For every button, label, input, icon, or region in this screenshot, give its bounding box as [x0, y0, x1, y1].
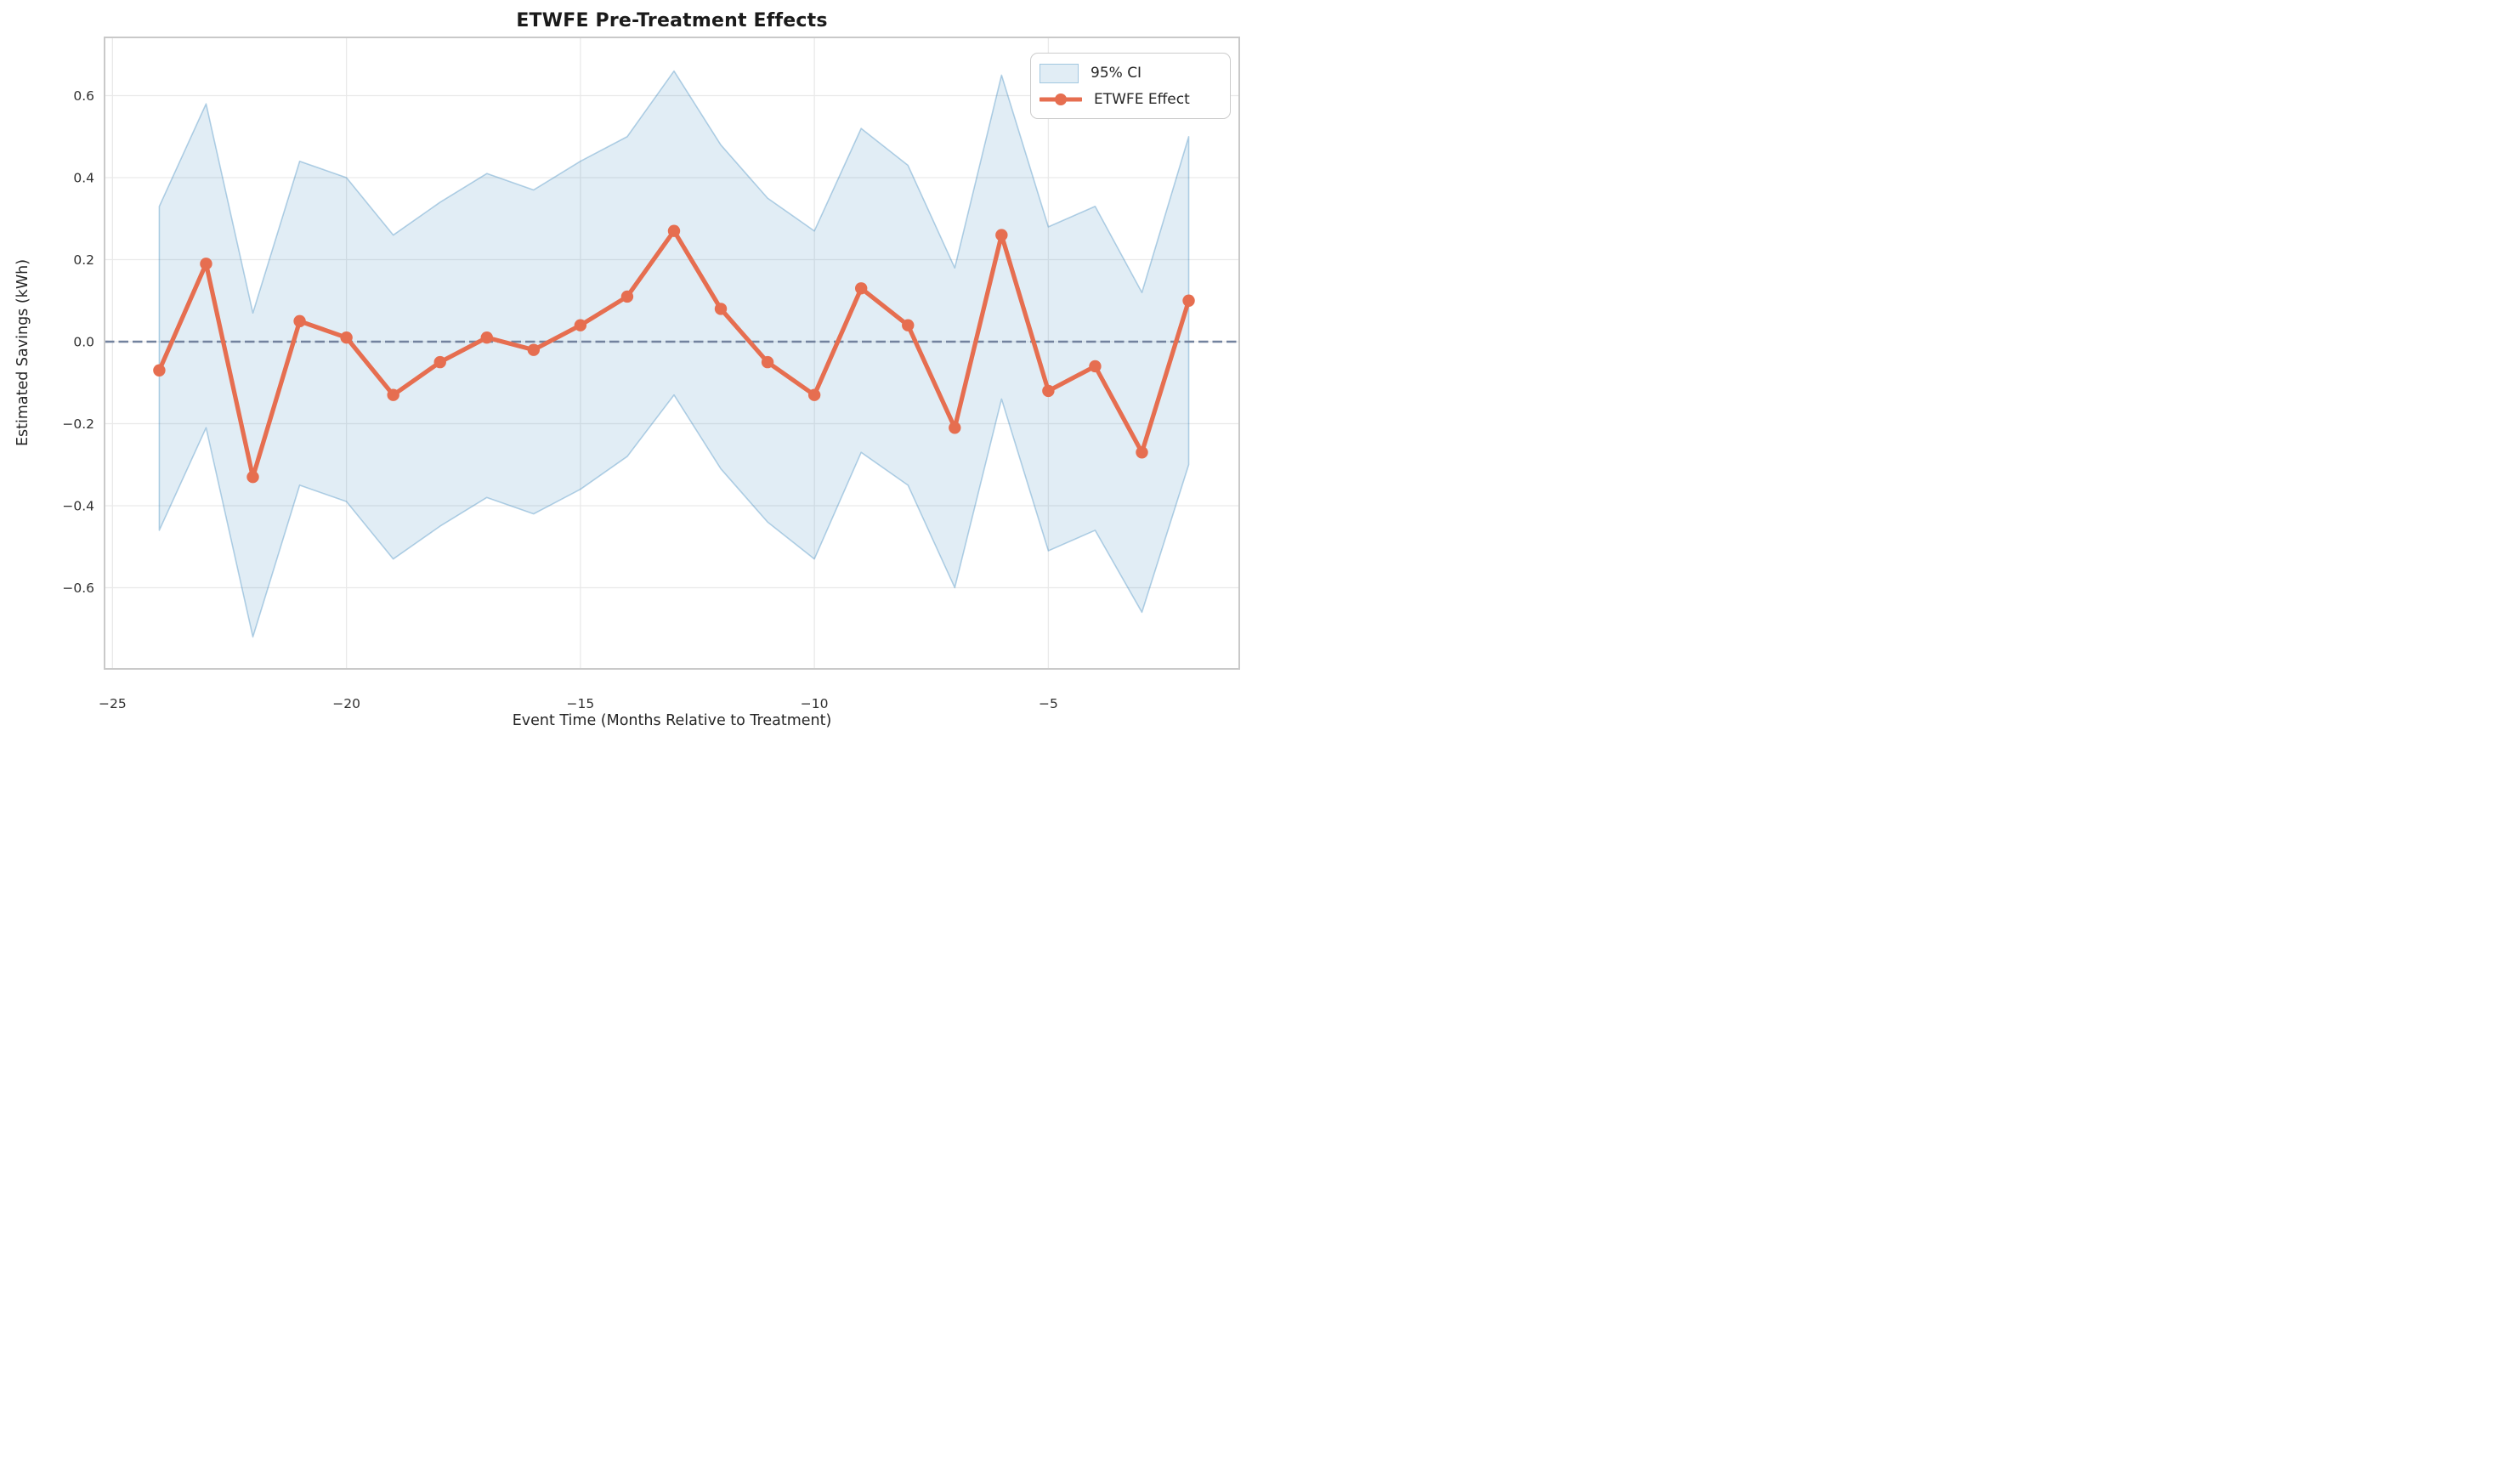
data-point-marker: [574, 319, 587, 331]
data-point-marker: [153, 364, 166, 377]
etwfe-chart-canvas: 0.6 0.4 0.2 0.0 −0.2 −0.4 −0.6 −25 −20 −15 −10 −5: [62, 37, 1240, 711]
y-tick-label: 0.0: [73, 334, 94, 349]
data-point-marker: [761, 355, 774, 369]
x-tick-label: −25: [99, 696, 127, 711]
y-tick-label: −0.2: [62, 416, 94, 432]
data-point-marker: [667, 224, 681, 237]
legend-item-effect: ETWFE Effect: [1040, 91, 1223, 108]
legend-label-effect: ETWFE Effect: [1094, 91, 1190, 109]
data-point-marker: [1089, 360, 1102, 373]
data-point-marker: [949, 422, 961, 434]
y-tick-label: −0.4: [62, 498, 94, 513]
y-tick-label: 0.6: [73, 88, 94, 104]
data-point-marker: [433, 355, 446, 369]
legend-item-ci: 95% CI: [1040, 63, 1223, 83]
data-point-marker: [620, 290, 634, 303]
data-point-marker: [902, 319, 915, 331]
effect-line-swatch: [1040, 93, 1082, 106]
x-tick-label: −5: [1039, 696, 1058, 711]
data-point-marker: [293, 314, 306, 328]
data-point-marker: [340, 331, 353, 344]
data-point-marker: [854, 282, 868, 295]
data-point-marker: [480, 331, 493, 344]
ci-band: [158, 70, 1190, 638]
x-tick-label: −20: [332, 696, 360, 711]
data-point-marker: [1182, 294, 1195, 307]
x-axis-label: Event Time (Months Relative to Treatment…: [512, 712, 832, 729]
axes-spines: [104, 37, 1240, 670]
y-tick-label: −0.6: [62, 581, 94, 596]
chart-title: ETWFE Pre-Treatment Effects: [516, 10, 828, 31]
legend-label-ci: 95% CI: [1091, 65, 1142, 82]
data-point-marker: [246, 471, 259, 484]
data-point-marker: [714, 303, 728, 315]
y-tick-label: 0.2: [73, 252, 94, 268]
data-point-marker: [387, 388, 399, 401]
y-tick-label: 0.4: [73, 171, 94, 186]
y-axis-label: Estimated Savings (kWh): [14, 258, 31, 447]
ci-band-swatch: [1040, 63, 1079, 83]
x-tick-label: −10: [801, 696, 829, 711]
data-point-marker: [1042, 384, 1055, 398]
x-tick-label: −15: [567, 696, 595, 711]
data-point-marker: [807, 388, 821, 401]
data-point-marker: [995, 229, 1008, 241]
data-point-marker: [1136, 446, 1148, 459]
data-point-marker: [200, 258, 212, 270]
etwfe-pretrend-figure: 0.6 0.4 0.2 0.0 −0.2 −0.4 −0.6 −25 −20 −15 −10 −5 E…: [0, 0, 1252, 742]
legend-box: 95% CI ETWFE Effect: [1030, 53, 1231, 119]
data-point-marker: [527, 343, 541, 356]
